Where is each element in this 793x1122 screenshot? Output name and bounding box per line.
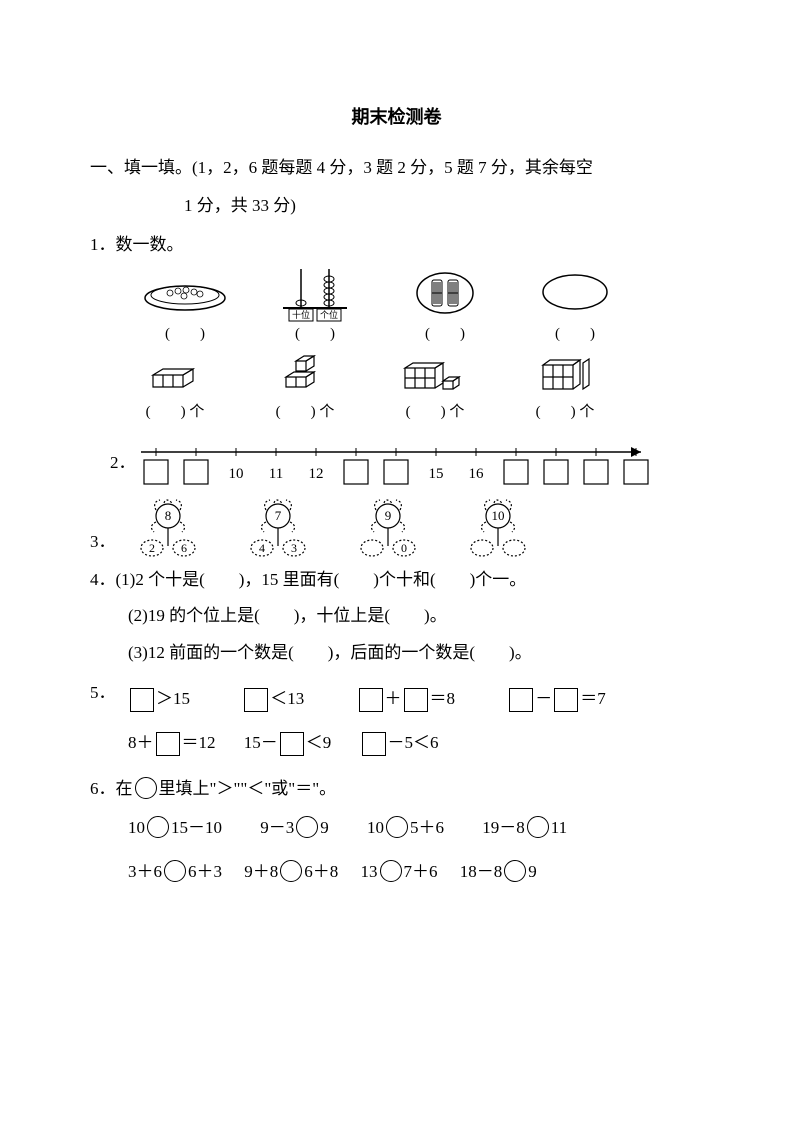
q5: 5． ＞15 ＜13 ＋＝8 －＝7 8＋＝12 15－＜9 －5＜6 xyxy=(90,677,703,765)
q6-tail: 里填上"＞""＜"或"＝"。 xyxy=(159,779,337,798)
q5-label: 5． xyxy=(90,677,128,765)
flower-3: 9 0 xyxy=(348,498,418,558)
oval-icon xyxy=(530,265,620,320)
q1-r1-item1: ( ) xyxy=(140,265,230,349)
q3-label: 3． xyxy=(90,526,128,558)
cubes4-icon xyxy=(530,353,600,398)
flower-4: 10 xyxy=(458,498,528,558)
q1-r2-item4: ( ) 个 xyxy=(530,353,600,427)
q5-item7: －5＜6 xyxy=(360,733,439,752)
q1-r1-cap4: ( ) xyxy=(555,320,595,349)
q6-i4: 19－811 xyxy=(482,818,567,837)
svg-text:3: 3 xyxy=(291,541,297,555)
q1-r2-cap2: ( ) 个 xyxy=(276,398,335,427)
q1-r1-cap3: ( ) xyxy=(425,320,465,349)
q1-row1: ( ) 十位 个位 xyxy=(90,265,703,349)
svg-text:0: 0 xyxy=(401,541,407,555)
svg-text:10: 10 xyxy=(492,508,505,523)
q1-r2-cap3: ( ) 个 xyxy=(406,398,465,427)
q2: 2． xyxy=(90,438,703,488)
circle-icon xyxy=(135,777,157,799)
section-1-heading-line1: 一、填一填。(1，2，6 题每题 4 分，3 题 2 分，5 题 7 分，其余每… xyxy=(90,158,593,177)
page-title: 期末检测卷 xyxy=(90,100,703,134)
q6-i8: 18－89 xyxy=(460,862,537,881)
q5-item5: 8＋＝12 xyxy=(128,733,216,752)
nl-11: 11 xyxy=(268,466,282,482)
q1-label: 1．数一数。 xyxy=(90,229,703,261)
q5-item4: －＝7 xyxy=(507,689,606,708)
q1-r1-item3: ( ) xyxy=(400,265,490,349)
q1-r1-cap2: ( ) xyxy=(295,320,335,349)
q4-2: (2)19 的个位上是( )，十位上是( )。 xyxy=(90,600,703,632)
q1-r2-item3: ( ) 个 xyxy=(400,353,470,427)
flower1-left: 2 xyxy=(149,541,155,555)
cubes2-icon xyxy=(270,353,340,398)
flowers-row: 8 2 6 7 4 3 xyxy=(128,498,528,558)
svg-text:4: 4 xyxy=(259,541,265,555)
svg-text:个位: 个位 xyxy=(320,309,338,320)
q1-r2-item2: ( ) 个 xyxy=(270,353,340,427)
q1-r1-item4: ( ) xyxy=(530,265,620,349)
section-1-heading-line2: 1 分，共 33 分) xyxy=(90,190,703,222)
q5-item3: ＋＝8 xyxy=(357,689,456,708)
abacus-icon: 十位 个位 xyxy=(270,265,360,320)
q1-r1-item2: 十位 个位 ( ) xyxy=(270,265,360,349)
svg-text:9: 9 xyxy=(385,508,392,523)
q1-row2: ( ) 个 ( ) 个 xyxy=(90,353,703,427)
q6-i7: 137＋6 xyxy=(361,862,438,881)
q6-i6: 9＋86＋8 xyxy=(244,862,338,881)
q4-1: 4．(1)2 个十是( )，15 里面有( )个十和( )个一。 xyxy=(90,564,703,596)
q6-heading: 6．在 里填上"＞""＜"或"＝"。 xyxy=(90,773,703,805)
bundles-icon xyxy=(400,265,490,320)
q6-i5: 3＋66＋3 xyxy=(128,862,222,881)
q2-label: 2． xyxy=(110,447,136,479)
nl-15: 15 xyxy=(428,466,443,482)
nl-10: 10 xyxy=(228,466,243,482)
q1-r1-cap1: ( ) xyxy=(165,320,205,349)
svg-text:7: 7 xyxy=(275,508,282,523)
number-line: 10 11 12 15 16 xyxy=(136,438,656,488)
flower1-top: 8 xyxy=(165,508,172,523)
q1-r2-cap1: ( ) 个 xyxy=(146,398,205,427)
q6-label: 6．在 xyxy=(90,779,133,798)
flower-2: 7 4 3 xyxy=(238,498,308,558)
flower-1: 8 2 6 xyxy=(128,498,198,558)
flower1-right: 6 xyxy=(181,541,187,555)
page: 期末检测卷 一、填一填。(1，2，6 题每题 4 分，3 题 2 分，5 题 7… xyxy=(0,0,793,1122)
q6-i1: 1015－10 xyxy=(128,818,222,837)
q5-item2: ＜13 xyxy=(242,689,304,708)
nl-16: 16 xyxy=(468,466,484,482)
cubes3-icon xyxy=(400,353,470,398)
cubes1-icon xyxy=(140,353,210,398)
q4-3: (3)12 前面的一个数是( )，后面的一个数是( )。 xyxy=(90,637,703,669)
q1-r2-cap4: ( ) 个 xyxy=(536,398,595,427)
q1-r2-item1: ( ) 个 xyxy=(140,353,210,427)
q6-i2: 9－39 xyxy=(260,818,329,837)
plate-icon xyxy=(140,265,230,320)
q6-i3: 105＋6 xyxy=(367,818,444,837)
svg-text:十位: 十位 xyxy=(292,309,310,320)
q6-items: 1015－10 9－39 105＋6 19－811 3＋66＋3 9＋86＋8 … xyxy=(90,806,703,894)
q5-item6: 15－＜9 xyxy=(244,733,332,752)
q3: 3． 8 2 6 xyxy=(90,498,703,558)
nl-12: 12 xyxy=(308,466,323,482)
q5-item1: ＞15 xyxy=(128,689,190,708)
section-1-heading: 一、填一填。(1，2，6 题每题 4 分，3 题 2 分，5 题 7 分，其余每… xyxy=(90,152,703,184)
